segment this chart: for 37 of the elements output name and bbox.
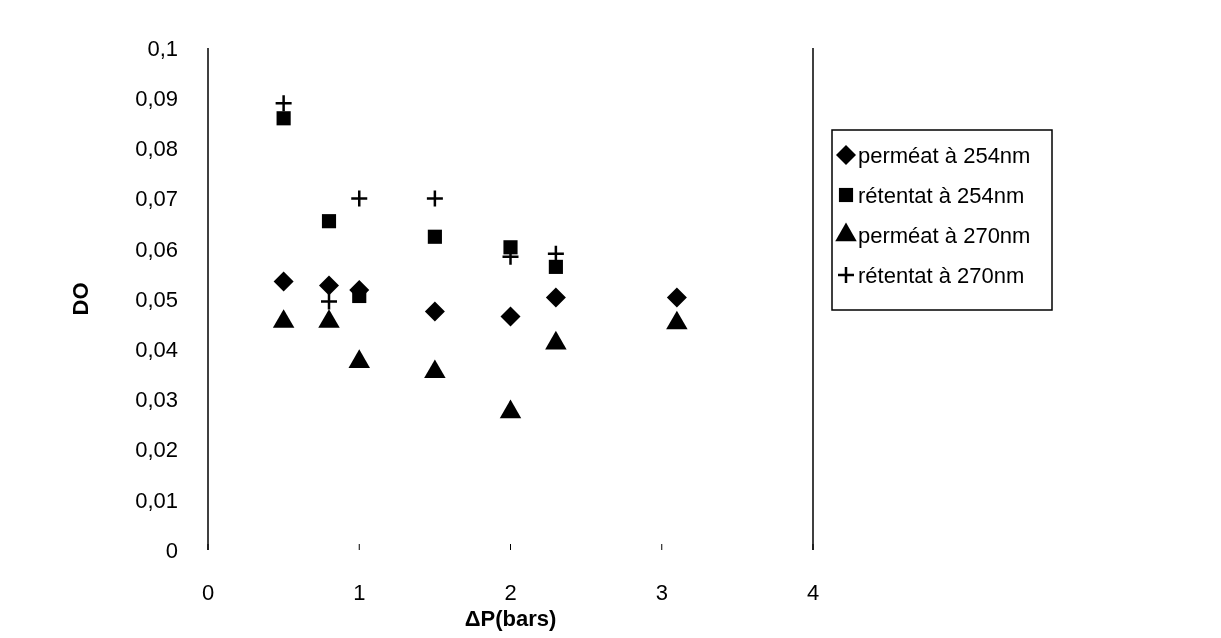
point <box>545 287 566 308</box>
legend-label: perméat à 270nm <box>858 222 1031 248</box>
point <box>276 111 291 126</box>
x-tick-label: 4 <box>806 580 820 605</box>
y-tick-label: 0 <box>165 537 178 563</box>
point <box>500 306 521 327</box>
x-axis-title: ΔP(bars) <box>464 606 557 631</box>
y-tick-label: 0,05 <box>135 286 178 312</box>
point <box>350 189 369 208</box>
y-tick-label: 0,06 <box>135 236 178 262</box>
point <box>319 275 339 296</box>
x-tick-label: 1 <box>353 580 366 605</box>
point <box>319 292 339 311</box>
y-tick-label: 0,1 <box>147 35 178 61</box>
point <box>425 189 445 208</box>
x-tick-label: 2 <box>504 580 517 605</box>
point <box>548 259 563 274</box>
legend-label: rétentat à 270nm <box>858 262 1025 288</box>
y-tick-label: 0,04 <box>135 336 178 362</box>
y-tick-label: 0,08 <box>135 136 178 162</box>
y-axis-title: DO <box>68 282 93 316</box>
point <box>424 301 445 322</box>
point <box>503 240 518 255</box>
point <box>427 229 442 244</box>
legend-label: rétentat à 254nm <box>858 182 1025 208</box>
point <box>273 271 294 292</box>
point <box>666 287 687 308</box>
y-tick-label: 0,03 <box>135 387 178 413</box>
y-tick-label: 0,07 <box>135 186 178 212</box>
x-tick-label: 3 <box>655 580 668 605</box>
point <box>274 93 293 113</box>
x-tick-label: 0 <box>201 580 215 605</box>
y-tick-label: 0,01 <box>135 487 178 513</box>
point <box>321 214 337 229</box>
legend-label: perméat à 254nm <box>858 142 1031 168</box>
y-tick-label: 0,09 <box>135 85 178 111</box>
y-tick-label: 0,02 <box>135 437 178 463</box>
